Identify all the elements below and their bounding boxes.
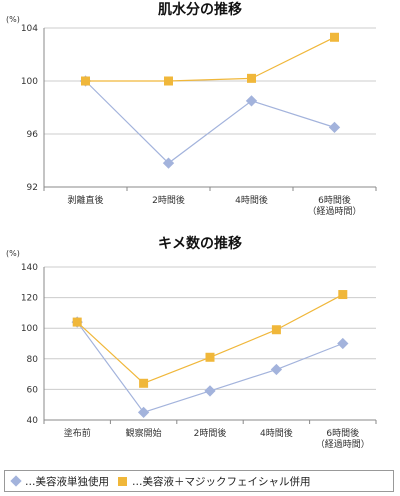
data-point-square xyxy=(330,32,339,42)
data-point-square xyxy=(247,73,256,83)
x-tick-label: 観察開始 xyxy=(126,427,162,439)
y-unit-label: (%) xyxy=(6,15,20,24)
y-tick-label: 92 xyxy=(27,183,38,193)
x-tick-label: 4時間後 xyxy=(260,427,293,439)
series-line-2 xyxy=(76,294,344,384)
y-tick-label: 60 xyxy=(27,385,39,395)
legend-label-single: …美容液単独使用 xyxy=(25,475,109,488)
series-line-2 xyxy=(85,36,335,82)
series-line-1 xyxy=(76,321,344,414)
data-point-square xyxy=(338,290,348,300)
data-point-diamond xyxy=(162,157,175,169)
x-tick-label: 2時間後 xyxy=(152,194,185,206)
data-point-diamond xyxy=(245,95,258,107)
y-tick-label: 100 xyxy=(21,324,38,334)
data-point-diamond xyxy=(337,337,349,350)
y-tick-label: 40 xyxy=(27,416,39,426)
texture-count-chart: キメ数の推移 (%) 40 60 80 100 120 140 塗布前 観察開始 2時間後 4時間後 6… xyxy=(6,235,377,450)
x-tick-label: 4時間後 xyxy=(235,194,268,206)
data-point-square xyxy=(72,317,82,327)
diamond-marker-icon xyxy=(10,475,22,487)
x-tick-label: 塗布前 xyxy=(64,427,91,439)
chart-legend: …美容液単独使用 …美容液＋マジックフェイシャル併用 xyxy=(4,470,394,492)
y-tick-label: 140 xyxy=(21,263,38,273)
x-tick-label: 6時間後（経過時間） xyxy=(316,427,370,450)
x-tick-label: 剥離直後 xyxy=(67,194,103,206)
data-point-diamond xyxy=(137,406,150,419)
y-tick-label: 100 xyxy=(21,77,38,87)
data-point-square xyxy=(81,76,90,86)
x-tick-label: 2時間後 xyxy=(194,427,227,439)
y-tick-label: 80 xyxy=(27,355,39,365)
data-point-square xyxy=(139,378,149,388)
y-tick-label: 120 xyxy=(21,294,38,304)
data-point-diamond xyxy=(204,385,216,397)
y-tick-label: 104 xyxy=(21,24,38,34)
data-point-square xyxy=(205,352,215,362)
data-point-diamond xyxy=(270,363,283,376)
legend-item-single: …美容液単独使用 xyxy=(9,474,109,489)
skin-moisture-chart: 肌水分の推移 (%) 92 96 100 104 剥離直後 2時間後 4時間後 6時間後（経過時間… xyxy=(6,1,377,217)
x-tick-label: 6時間後（経過時間） xyxy=(307,194,361,217)
chart-title: キメ数の推移 xyxy=(158,235,242,252)
y-tick-label: 96 xyxy=(27,130,39,140)
legend-item-combined: …美容液＋マジックフェイシャル併用 xyxy=(115,474,311,489)
square-marker-icon xyxy=(118,476,127,486)
series-line-1 xyxy=(85,80,335,164)
data-point-diamond xyxy=(328,121,341,134)
y-unit-label: (%) xyxy=(6,249,20,258)
data-point-square xyxy=(164,76,173,86)
data-point-square xyxy=(271,325,281,335)
chart-title: 肌水分の推移 xyxy=(158,1,242,18)
legend-label-combined: …美容液＋マジックフェイシャル併用 xyxy=(132,475,311,488)
